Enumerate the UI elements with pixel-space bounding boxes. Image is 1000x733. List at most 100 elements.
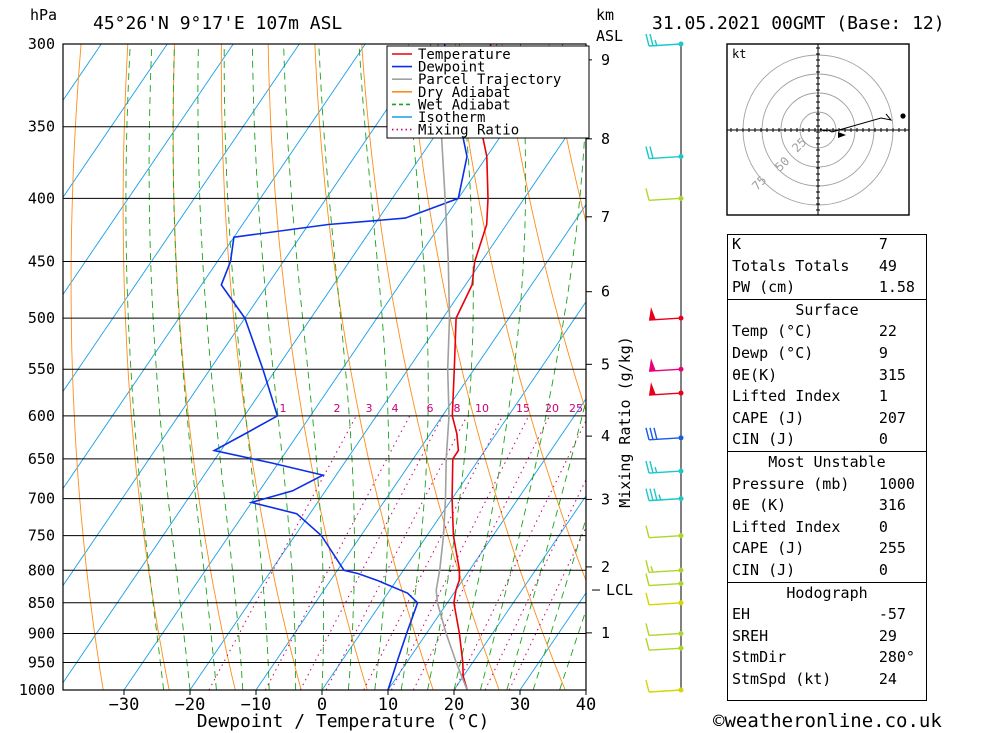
wind-barb-flag [645,623,650,636]
wind-barb-flag [645,573,650,586]
wind-barb-flag [645,146,650,159]
wind-barb-flag [645,592,650,605]
wind-barb [645,525,684,539]
surface-row-value: 0 [878,430,888,449]
wind-barb [645,146,684,160]
wet-adiabat-line [172,44,217,690]
pressure-tick-label: 700 [28,490,55,508]
most-unstable-row-value: 0 [878,517,888,536]
hodograph-endpoint [900,113,906,119]
dry-adiabat-line [923,44,1000,690]
isotherm-line [63,44,432,587]
wind-barb-flag [645,525,650,538]
dewpoint-line [211,44,468,690]
x-tick-label: −10 [241,695,272,715]
surface-section-title-label: Surface [727,298,927,322]
wind-barb [645,679,684,693]
hodograph-row: StmSpd (kt) 24 [727,669,927,691]
wind-barb-flag [649,146,654,159]
pressure-tick-label: 900 [28,624,55,642]
isotherm-line [321,300,586,690]
wet-adiabat-line [400,44,429,690]
surface-row-label: Lifted Index [732,387,841,406]
mixing-ratio-label: 15 [516,402,530,415]
surface-row-label: Dewp (°C) [732,343,814,362]
x-tick-label: 0 [317,695,327,715]
wind-barb-staff [648,632,682,637]
pressure-tick-label: 550 [28,360,55,378]
wind-barb-flag [645,560,650,573]
legend-label: Isotherm [418,110,485,126]
wind-barb-staff [648,569,682,573]
legend-label: Wet Adiabat [418,97,511,113]
hodograph-row: StmDir 280° [727,647,927,669]
hodograph-row-label: StmDir [732,648,787,667]
surface-row: θE(K) 315 [727,365,927,387]
surface-row-value: 9 [878,343,888,362]
most-unstable-row-value: 1000 [878,474,915,493]
wind-barb [648,307,684,321]
wind-barb-half-flag [654,39,658,47]
isotherm-line [63,44,168,199]
surface-row-label: CIN (J) [732,430,796,449]
wind-barb [645,573,684,587]
x-axis-title: Dewpoint / Temperature (°C) [197,711,490,732]
index-row-value: 49 [878,256,897,275]
isotherm-line [63,44,234,296]
mixing-ratio-label: 1 [280,402,287,415]
index-row-label: K [732,235,742,253]
surface-row-value: 207 [878,408,906,427]
profile-lines [211,44,492,690]
pressure-tick-label: 450 [28,253,55,271]
mixing-ratio-label: 10 [475,402,489,415]
most-unstable-row-label: θE (K) [732,496,787,515]
most-unstable-row-value: 255 [878,539,906,558]
wind-barb-staff [648,155,682,160]
most-unstable-section-title: Most Unstable [727,450,927,474]
dry-adiabat-line [267,44,368,690]
x-tick-label: −20 [175,695,206,715]
wet-adiabat-line [125,44,165,690]
index-row-label: Totals Totals [732,256,850,275]
wet-adiabat-line [479,93,586,690]
legend-label: Dewpoint [418,60,485,76]
mixing-ratio-label: 25 [569,402,583,415]
wind-barb-flag [645,33,650,47]
most-unstable-row-label: CAPE (J) [732,539,805,558]
surface-row-label: θE(K) [732,365,778,384]
wind-barb-flag [645,188,650,201]
surface-row: Lifted Index 1 [727,386,927,408]
wind-barb-pennant [649,307,656,321]
hodograph-row: EH -57 [727,604,927,626]
wind-barb-pennant [649,382,656,396]
km-tick-label: 1 [601,624,610,642]
pressure-tick-label: 750 [28,527,55,545]
wind-barb-half-flag [650,566,654,573]
most-unstable-row-value: 316 [878,496,906,515]
pressure-tick-label: 950 [28,653,55,671]
most-unstable-row-label: CIN (J) [732,560,796,579]
index-row: Totals Totals 49 [727,256,927,278]
index-row-label: PW (cm) [732,278,796,297]
km-tick-label: 3 [601,490,610,508]
isotherm-line [453,495,586,690]
mixing-ratio-label: 4 [392,402,399,415]
mixing-ratio-line [390,415,530,690]
wind-barb [645,560,684,573]
mixing-ratio-line [264,415,411,690]
index-row: PW (cm) 1.58 [727,277,927,299]
pressure-tick-label: 800 [28,561,55,579]
surface-row: CIN (J) 0 [727,429,927,451]
index-row-value: 7 [878,235,888,253]
km-tick-label: 6 [601,283,610,301]
wind-barb-flag [653,427,658,440]
mixing-ratio-line [299,415,444,690]
surface-row: CAPE (J) 207 [727,408,927,430]
legend-box [386,45,590,139]
background-grid [63,44,1000,690]
mixing-ratio-line [454,419,586,690]
wind-barb-staff [648,43,682,47]
wind-barb-half-flag [658,494,662,501]
isotherm-line [255,203,586,690]
wet-adiabat-line [453,44,527,690]
